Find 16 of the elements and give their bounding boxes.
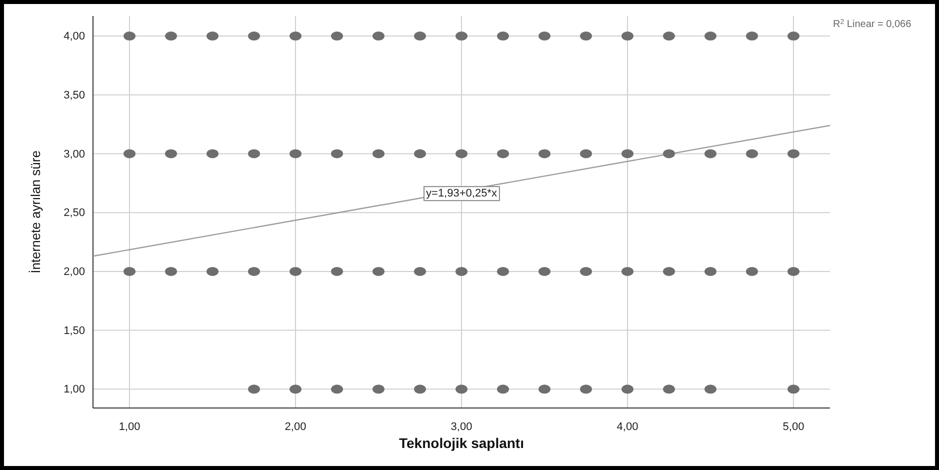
y-tick-label: 2,50: [64, 207, 85, 220]
y-tick-label: 3,50: [64, 89, 85, 102]
y-tick-label: 4,00: [64, 30, 85, 43]
x-axis-title: Teknolojik saplantı: [399, 435, 524, 451]
y-axis-title: İnternete ayrılan süre: [28, 150, 43, 274]
x-tick-label: 1,00: [118, 420, 140, 433]
x-tick-label: 3,00: [450, 420, 472, 433]
y-tick-label: 1,50: [64, 324, 85, 337]
y-tick-label: 1,00: [64, 384, 85, 396]
x-tick-label: 5,00: [782, 420, 804, 433]
annotation: y=1,93+0,25*x: [426, 188, 498, 200]
y-tick-label: 2,00: [64, 266, 85, 278]
text: R$^{2}$ Linear = 0,066: [833, 18, 912, 30]
x-tick-label: 2,00: [284, 420, 306, 433]
x-tick-label: 4,00: [616, 420, 638, 433]
y-tick-label: 3,00: [64, 148, 85, 160]
